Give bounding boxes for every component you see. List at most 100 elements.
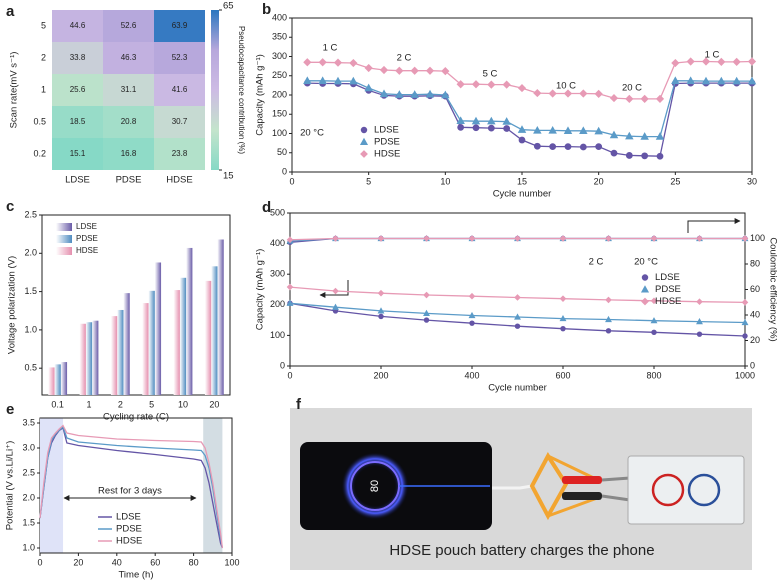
heatmap-cell xyxy=(154,106,205,138)
x-tick-label: 5 xyxy=(366,176,371,186)
marker xyxy=(395,66,404,75)
legend-label: PDSE xyxy=(655,284,681,295)
marker xyxy=(559,295,567,302)
y-tick-label: 100 xyxy=(270,330,285,340)
heatmap-cell xyxy=(52,74,103,106)
heatmap-cell xyxy=(52,10,103,42)
y-tick-label: 1.0 xyxy=(22,542,35,552)
legend-label: HDSE xyxy=(655,296,681,307)
series-line xyxy=(307,80,752,138)
marker xyxy=(650,235,658,242)
pouch-cell xyxy=(627,455,745,525)
photo: 80 HDSE pouch battery charges the phone … xyxy=(290,396,752,570)
cell-label: 30.7 xyxy=(172,117,188,126)
marker xyxy=(605,315,612,323)
bar xyxy=(142,303,149,395)
y2-tick-label: 0 xyxy=(750,360,755,370)
colorbar-label: Pseudocapacitance contribution (%) xyxy=(237,26,246,154)
y-tick-label: 2.5 xyxy=(22,467,35,477)
y2-tick-label: 20 xyxy=(750,335,760,345)
y2-tick-label: 40 xyxy=(750,309,760,319)
marker xyxy=(502,117,511,125)
x-tick-label: 25 xyxy=(670,176,680,186)
legend-label: HDSE xyxy=(76,246,98,255)
marker xyxy=(563,126,573,135)
marker xyxy=(349,76,358,85)
marker xyxy=(364,63,373,73)
marker xyxy=(364,83,373,92)
marker xyxy=(650,297,658,305)
marker xyxy=(441,90,450,99)
legend-swatch xyxy=(56,235,72,243)
x-tick-label: 0 xyxy=(287,370,292,380)
y-axis-label: Potential (V vs.Li/Li⁺) xyxy=(5,441,16,531)
marker xyxy=(560,325,566,332)
legend-label: PDSE xyxy=(76,234,98,243)
x-tick-label: 600 xyxy=(555,370,570,380)
cell-label: 52.3 xyxy=(172,53,188,62)
marker xyxy=(564,143,572,150)
marker xyxy=(333,76,343,85)
marker xyxy=(650,317,658,324)
marker xyxy=(741,235,749,242)
marker xyxy=(671,58,680,68)
axis-arrows xyxy=(319,218,741,298)
marker xyxy=(502,80,511,89)
cell-label: 63.9 xyxy=(172,21,188,30)
x-tick-label: 100 xyxy=(224,557,239,567)
marker xyxy=(741,299,749,306)
y-axis-label: Capacity (mAh g⁻¹) xyxy=(255,249,266,331)
heatmap-cell xyxy=(103,106,154,138)
colorbar-tick-label: 15 xyxy=(223,171,234,182)
legend-label: PDSE xyxy=(374,137,400,148)
annotation: 2 C xyxy=(397,53,412,64)
marker xyxy=(517,125,527,133)
annotation: 1 C xyxy=(705,50,720,61)
heatmap-cell xyxy=(154,10,205,42)
x-tick-label: 10 xyxy=(440,176,450,186)
y-tick-label: 1.5 xyxy=(22,517,35,527)
tabs xyxy=(601,476,631,502)
marker xyxy=(595,143,603,150)
marker xyxy=(640,132,649,140)
x-tick-label: 0 xyxy=(37,557,42,567)
legend-label: LDSE xyxy=(655,272,680,283)
y-tick-label: 2.0 xyxy=(22,492,35,502)
marker xyxy=(332,287,339,295)
panel-letter: c xyxy=(6,198,14,215)
marker xyxy=(360,150,368,158)
x-tick-label: PDSE xyxy=(116,175,142,186)
marker xyxy=(468,292,476,300)
marker xyxy=(423,235,430,242)
marker xyxy=(641,274,649,281)
heatmap-cell xyxy=(154,74,205,106)
marker xyxy=(472,124,480,132)
x-tick-label: 20 xyxy=(594,176,604,186)
legend-label: HDSE xyxy=(116,536,142,547)
x-tick-label: 40 xyxy=(112,557,122,567)
x-tick-label: 5 xyxy=(149,399,154,409)
marker xyxy=(579,143,587,151)
y2-tick-label: 100 xyxy=(750,233,765,243)
marker xyxy=(423,317,430,323)
x-axis-label: Cycle number xyxy=(488,383,547,394)
bar xyxy=(154,262,162,395)
x-axis-label: Cycle number xyxy=(493,189,552,200)
marker xyxy=(514,323,521,329)
marker xyxy=(625,94,634,103)
legend-label: LDSE xyxy=(374,125,399,136)
legend-label: LDSE xyxy=(116,512,141,523)
y-axis-label: Voltage polarization (V) xyxy=(7,256,18,354)
marker xyxy=(701,76,711,85)
bar xyxy=(148,290,155,395)
y-tick-label: 2 xyxy=(41,52,46,62)
annotation: 10 C xyxy=(556,81,576,92)
bar xyxy=(123,293,130,395)
x-tick-label: 400 xyxy=(464,370,479,380)
marker xyxy=(696,235,703,242)
plot-frame xyxy=(291,17,753,173)
marker xyxy=(425,66,435,75)
marker xyxy=(471,80,481,89)
marker xyxy=(609,93,619,103)
marker xyxy=(333,58,343,67)
